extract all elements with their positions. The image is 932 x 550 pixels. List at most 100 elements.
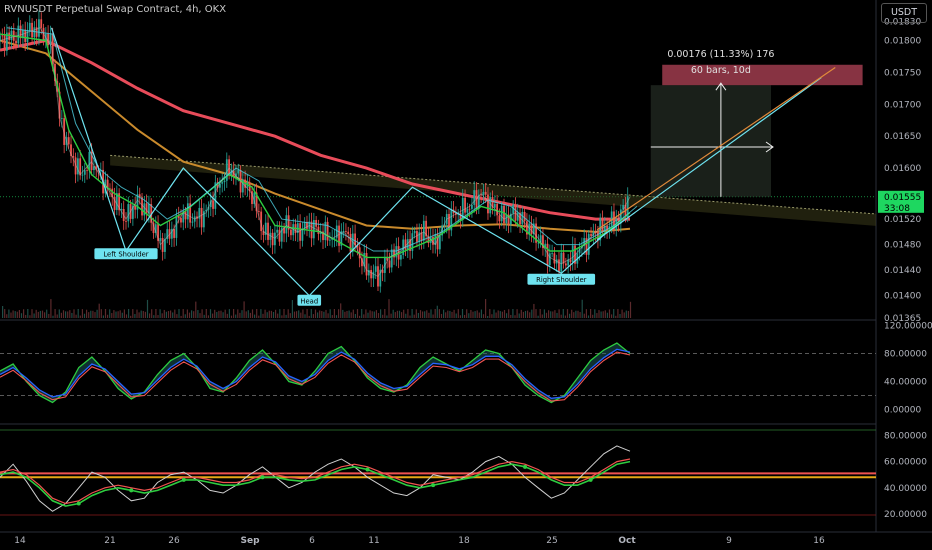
candle-body: [601, 217, 604, 231]
candle-body: [335, 225, 338, 238]
candle-body: [152, 222, 155, 234]
pattern-label-bg: [527, 273, 596, 285]
volume-bar: [371, 311, 373, 318]
volume-bar: [142, 310, 144, 318]
price-tick-label: 0.01365: [884, 314, 921, 324]
volume-bar: [62, 310, 65, 318]
volume-bar: [451, 311, 453, 318]
volume-bar: [373, 311, 375, 318]
volume-bar: [71, 312, 73, 318]
candle-body: [507, 214, 510, 225]
candle-body: [402, 239, 405, 255]
volume-bar: [249, 312, 251, 318]
candle-body: [347, 231, 350, 234]
candle-body: [26, 31, 29, 43]
candle-body: [118, 193, 121, 211]
volume-bar: [197, 310, 199, 318]
volume-bar: [182, 309, 184, 318]
candle-body: [477, 194, 480, 209]
volume-bar: [617, 309, 619, 318]
current-price-value: 0.01555: [884, 193, 921, 203]
candle-body: [63, 118, 66, 145]
price-tick-label: 0.01520: [884, 215, 921, 225]
volume-bar: [260, 309, 262, 318]
osc2-cross-dot: [431, 483, 436, 488]
volume-bar: [48, 313, 50, 318]
volume-bar: [119, 310, 121, 318]
volume-bar: [520, 309, 522, 318]
volume-bar: [212, 313, 214, 318]
volume-bar: [10, 312, 12, 318]
osc2-cross-dot: [76, 501, 81, 506]
candle-body: [257, 211, 260, 212]
volume-bar: [495, 312, 497, 318]
volume-bar: [401, 312, 403, 318]
projection-box: [650, 85, 771, 197]
ema-cyan-line: [6, 27, 638, 252]
volume-bar: [224, 309, 226, 318]
candle-body: [83, 170, 86, 175]
candle-body: [51, 34, 54, 64]
price-tick-label: 0.01480: [884, 241, 921, 251]
volume-bar: [174, 309, 176, 318]
currency-unit-button[interactable]: USDT: [881, 3, 927, 23]
osc2-cross-dot: [523, 464, 527, 469]
volume-bar: [558, 309, 560, 318]
candle-body: [535, 223, 537, 243]
candle-body: [530, 223, 533, 234]
candle-body: [200, 207, 203, 228]
candle-body: [81, 174, 84, 176]
candle-body: [269, 232, 272, 240]
volume-bar: [440, 313, 443, 318]
volume-bar: [195, 301, 197, 318]
candle-body: [471, 204, 473, 209]
volume-bar: [560, 314, 562, 318]
candle-body: [418, 232, 421, 242]
volume-bar: [388, 299, 390, 318]
volume-bar: [157, 315, 159, 318]
volume-bar: [228, 309, 230, 318]
volume-bar: [545, 312, 548, 318]
volume-bar: [16, 311, 18, 318]
volume-bar: [566, 309, 569, 318]
target-arrow-line: [596, 67, 836, 231]
pattern-label: Left Shoulder: [103, 251, 148, 259]
candle-body: [461, 197, 464, 220]
candle-body: [166, 229, 169, 240]
volume-bar: [348, 310, 350, 318]
candle-body: [180, 217, 182, 223]
candle-body: [125, 221, 127, 222]
time-tick-label: 26: [168, 536, 180, 546]
candle-body: [322, 231, 324, 241]
volume-bar: [629, 301, 632, 318]
candle-body: [47, 33, 50, 46]
volume-bar: [524, 310, 527, 318]
candle-body: [548, 253, 551, 266]
volume-bar: [92, 310, 94, 318]
candle-body: [626, 196, 629, 217]
volume-bar: [308, 315, 310, 318]
candle-body: [558, 259, 560, 272]
volume-bar: [457, 309, 459, 318]
volume-bar: [537, 315, 539, 318]
candle-countdown: 33:08: [884, 204, 910, 214]
candle-body: [189, 203, 192, 223]
volume-bar: [56, 314, 58, 318]
volume-bar: [191, 310, 193, 318]
candle-body: [526, 221, 528, 235]
volume-bar: [39, 310, 41, 318]
candle-body: [19, 25, 22, 39]
candle-body: [186, 203, 189, 220]
candle-body: [251, 191, 253, 204]
volume-bar: [155, 309, 157, 318]
osc1-tick-label: 40.00000: [884, 378, 927, 388]
candle-body: [489, 196, 492, 214]
volume-bar: [585, 309, 587, 318]
volume-bar: [405, 313, 407, 318]
volume-bar: [625, 310, 627, 318]
breakout-line: [596, 77, 822, 241]
volume-bar: [180, 315, 182, 318]
volume-bar: [331, 315, 333, 318]
volume-bar: [394, 312, 396, 318]
